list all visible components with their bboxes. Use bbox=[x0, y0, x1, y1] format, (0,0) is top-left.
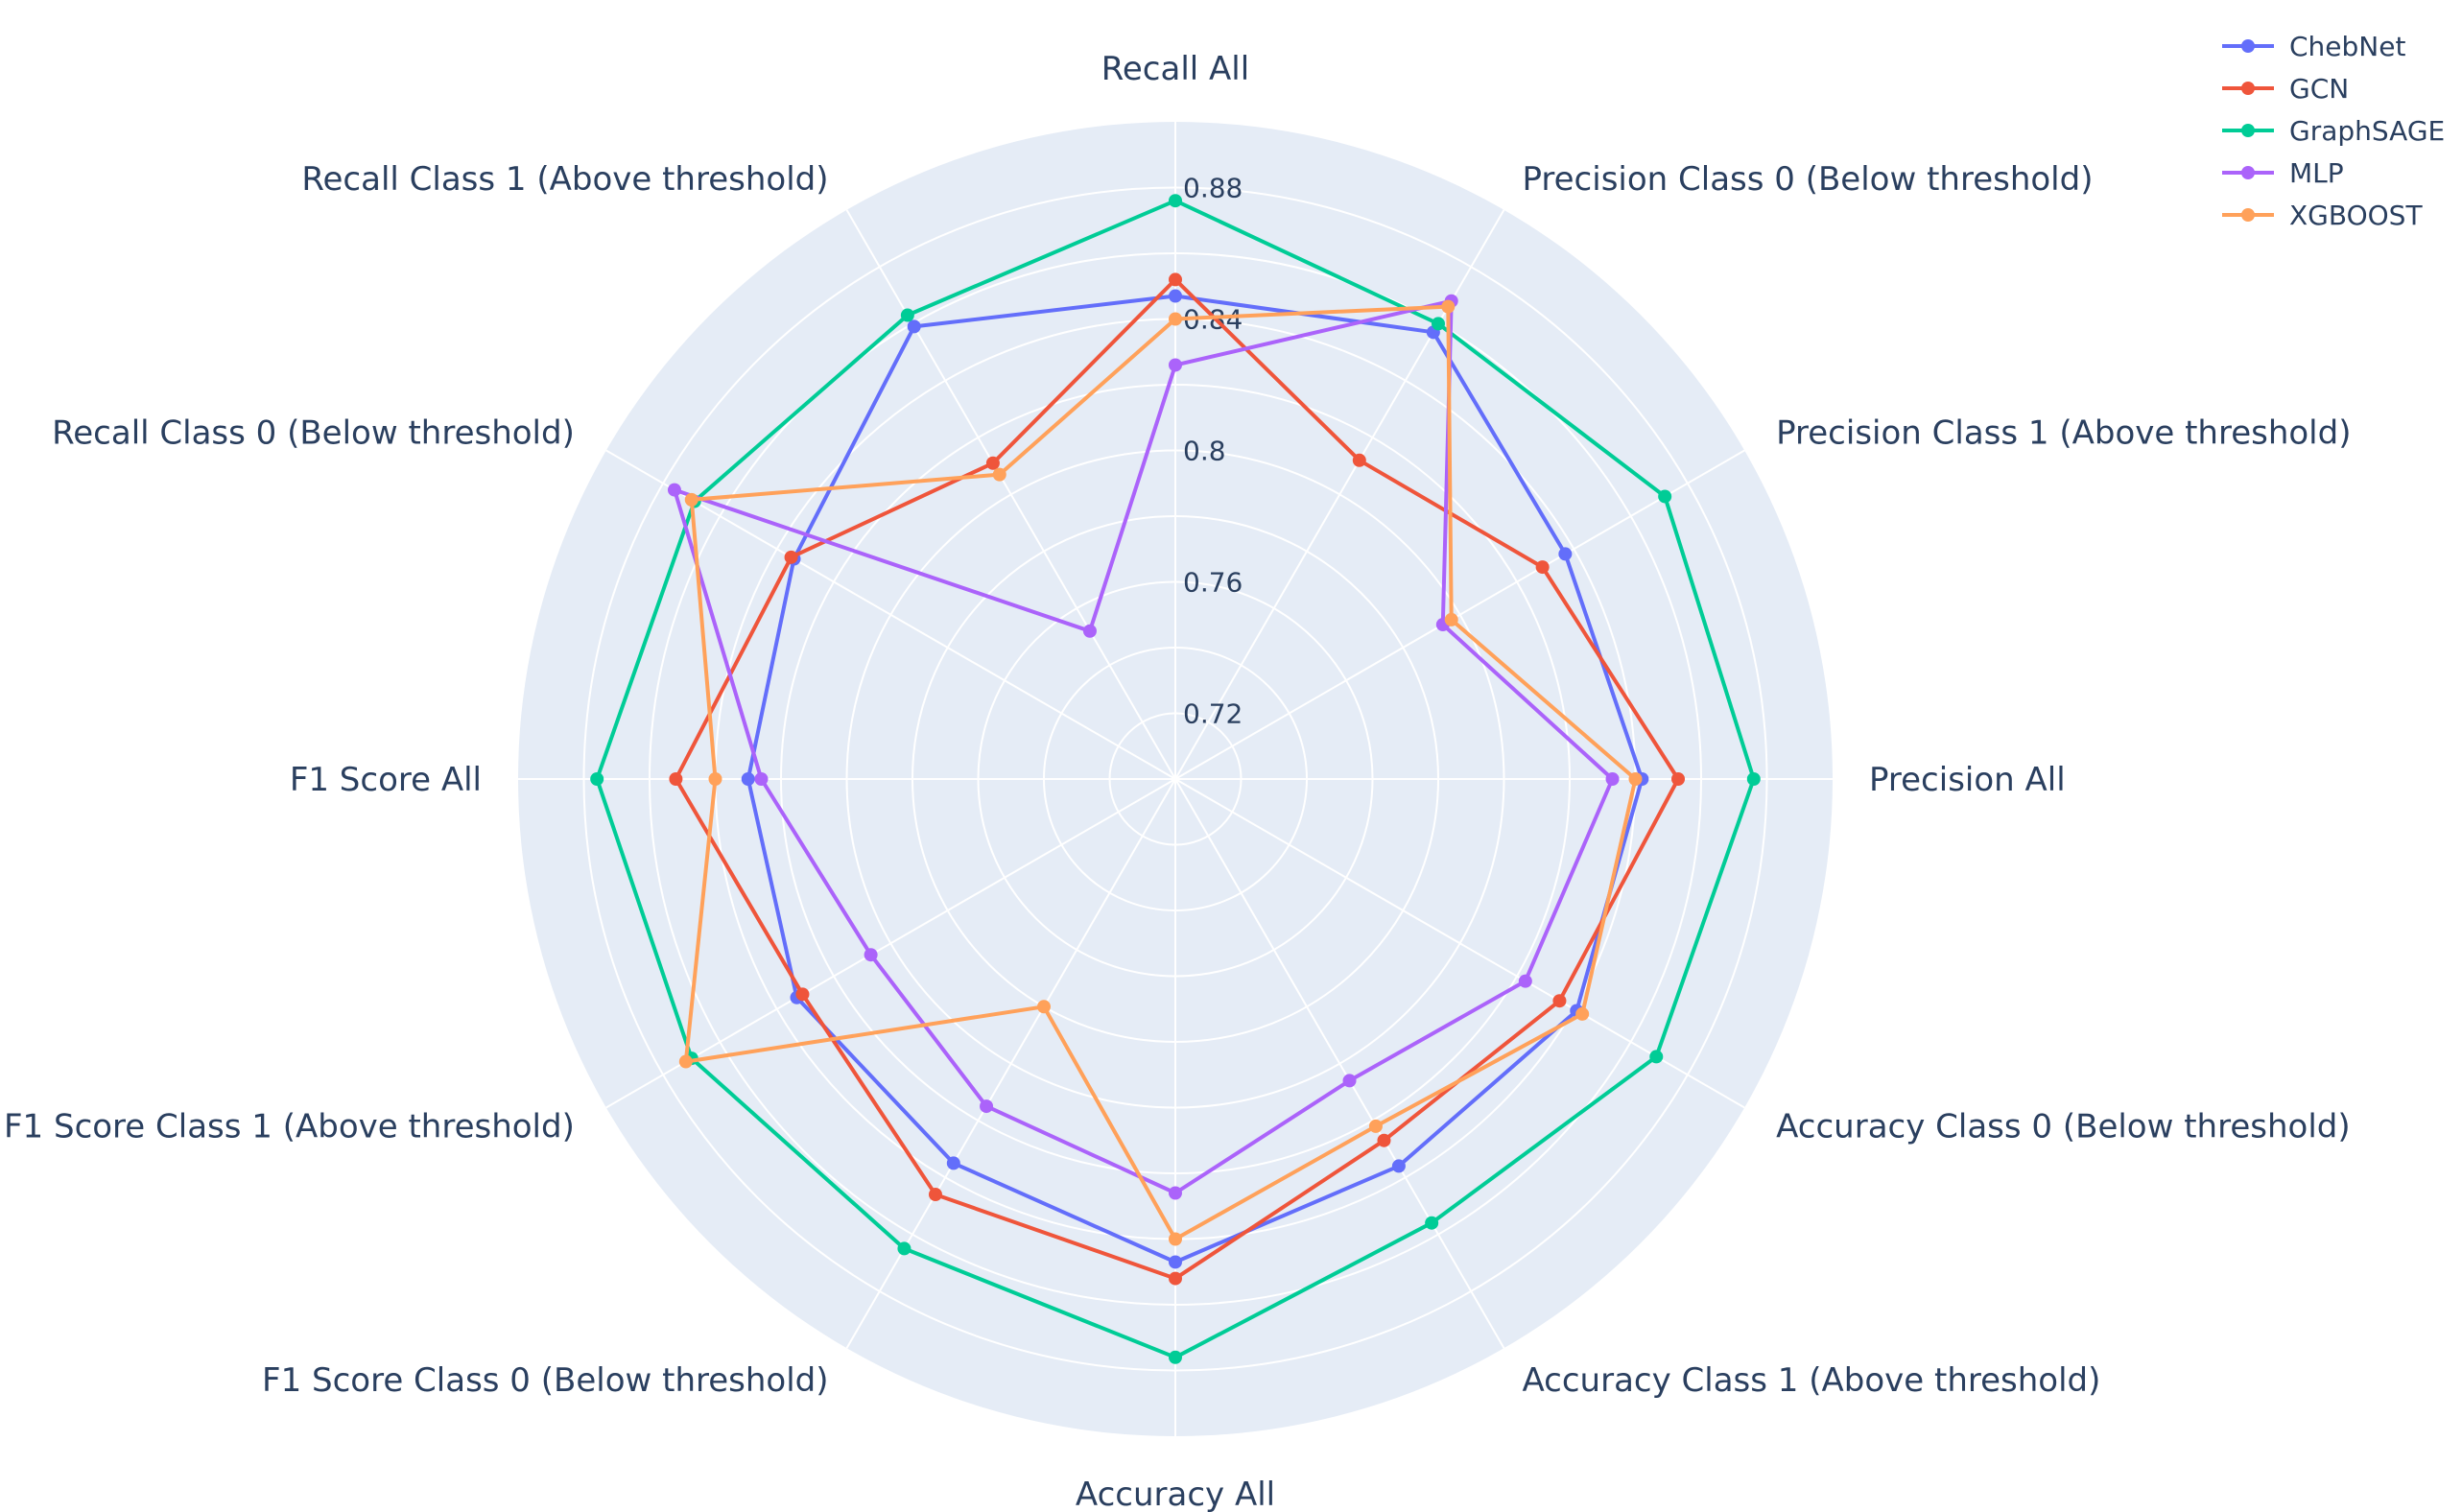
data-point-chebnet-f1-score-all[interactable] bbox=[741, 772, 755, 786]
data-point-gcn-precision-class-0-below-threshold[interactable] bbox=[1352, 453, 1366, 467]
data-point-xgboost-recall-class-0-below-threshold[interactable] bbox=[684, 492, 698, 507]
legend[interactable]: ChebNet GCN GraphSAGE MLP XGBOOST bbox=[2222, 31, 2445, 231]
data-point-mlp-recall-class-1-above-threshold[interactable] bbox=[1082, 624, 1097, 638]
legend-item-mlp[interactable]: MLP bbox=[2222, 157, 2344, 189]
data-point-mlp-f1-score-class-0-below-threshold[interactable] bbox=[980, 1099, 994, 1114]
axis-label-f1-score-all: F1 Score All bbox=[290, 761, 482, 799]
legend-label: XGBOOST bbox=[2289, 200, 2423, 231]
legend-item-graphsage[interactable]: GraphSAGE bbox=[2222, 115, 2445, 147]
axis-label-precision-class-1-above-threshold: Precision Class 1 (Above threshold) bbox=[1776, 414, 2351, 453]
data-point-gcn-accuracy-all[interactable] bbox=[1169, 1271, 1182, 1286]
radial-tick-label: 0.8 bbox=[1183, 436, 1226, 467]
data-point-xgboost-recall-class-1-above-threshold[interactable] bbox=[992, 467, 1006, 482]
data-point-xgboost-f1-score-class-0-below-threshold[interactable] bbox=[1037, 1000, 1051, 1014]
series-traces bbox=[590, 194, 1761, 1364]
spoke-accuracy-class-1-above-threshold bbox=[1174, 778, 1505, 1349]
data-point-gcn-recall-all[interactable] bbox=[1169, 272, 1182, 287]
data-point-mlp-recall-class-0-below-threshold[interactable] bbox=[667, 483, 681, 497]
legend-label: GCN bbox=[2289, 73, 2349, 105]
axis-label-accuracy-class-0-below-threshold: Accuracy Class 0 (Below threshold) bbox=[1776, 1108, 2350, 1146]
data-point-graphsage-accuracy-all[interactable] bbox=[1169, 1350, 1182, 1364]
data-point-mlp-recall-all[interactable] bbox=[1169, 358, 1182, 372]
series-xgboost bbox=[678, 299, 1643, 1246]
legend-item-xgboost[interactable]: XGBOOST bbox=[2222, 200, 2423, 231]
data-point-graphsage-recall-all[interactable] bbox=[1169, 194, 1182, 208]
data-point-xgboost-recall-all[interactable] bbox=[1169, 312, 1182, 326]
data-point-gcn-precision-class-1-above-threshold[interactable] bbox=[1535, 560, 1550, 575]
data-point-chebnet-recall-all[interactable] bbox=[1169, 289, 1182, 303]
data-point-chebnet-accuracy-class-1-above-threshold[interactable] bbox=[1391, 1159, 1406, 1173]
data-point-gcn-recall-class-1-above-threshold[interactable] bbox=[985, 456, 1000, 470]
data-point-xgboost-accuracy-class-0-below-threshold[interactable] bbox=[1575, 1006, 1590, 1021]
data-point-graphsage-accuracy-class-0-below-threshold[interactable] bbox=[1649, 1050, 1664, 1064]
legend-item-gcn[interactable]: GCN bbox=[2222, 73, 2349, 105]
legend-swatch-marker bbox=[2241, 166, 2255, 179]
spoke-precision-class-1-above-threshold bbox=[1174, 449, 1745, 780]
data-point-graphsage-accuracy-class-1-above-threshold[interactable] bbox=[1425, 1216, 1439, 1230]
legend-swatch-marker bbox=[2241, 124, 2255, 137]
data-point-graphsage-precision-class-0-below-threshold[interactable] bbox=[1432, 317, 1445, 331]
axis-label-accuracy-all: Accuracy All bbox=[1076, 1476, 1275, 1512]
spoke-recall-class-1-above-threshold bbox=[845, 209, 1176, 780]
data-point-graphsage-precision-all[interactable] bbox=[1746, 772, 1761, 786]
data-point-gcn-recall-class-0-below-threshold[interactable] bbox=[784, 550, 798, 564]
spoke-recall-class-0-below-threshold bbox=[605, 449, 1176, 780]
data-point-gcn-accuracy-class-1-above-threshold[interactable] bbox=[1377, 1133, 1391, 1147]
data-point-xgboost-f1-score-all[interactable] bbox=[708, 772, 722, 786]
legend-item-chebnet[interactable]: ChebNet bbox=[2222, 31, 2405, 62]
data-point-gcn-f1-score-all[interactable] bbox=[669, 772, 683, 786]
data-point-chebnet-precision-class-1-above-threshold[interactable] bbox=[1558, 547, 1573, 561]
axis-label-recall-all: Recall All bbox=[1101, 50, 1249, 88]
data-point-graphsage-f1-score-all[interactable] bbox=[590, 772, 604, 786]
spoke-accuracy-class-0-below-threshold bbox=[1174, 778, 1745, 1109]
legend-swatch-marker bbox=[2241, 82, 2255, 95]
data-point-mlp-accuracy-all[interactable] bbox=[1169, 1186, 1182, 1200]
data-point-gcn-f1-score-class-0-below-threshold[interactable] bbox=[928, 1188, 942, 1202]
radial-tick-label: 0.72 bbox=[1183, 698, 1243, 730]
data-point-xgboost-f1-score-class-1-above-threshold[interactable] bbox=[678, 1054, 693, 1069]
data-point-mlp-accuracy-class-1-above-threshold[interactable] bbox=[1342, 1074, 1357, 1088]
data-point-xgboost-accuracy-all[interactable] bbox=[1169, 1232, 1182, 1246]
data-point-mlp-f1-score-all[interactable] bbox=[754, 772, 769, 786]
angular-axis-labels: Recall All Precision Class 0 (Below thres… bbox=[4, 50, 2352, 1512]
axis-label-precision-class-0-below-threshold: Precision Class 0 (Below threshold) bbox=[1523, 160, 2094, 199]
legend-swatch-marker bbox=[2241, 39, 2255, 53]
data-point-mlp-f1-score-class-1-above-threshold[interactable] bbox=[864, 948, 878, 962]
axis-label-accuracy-class-1-above-threshold: Accuracy Class 1 (Above threshold) bbox=[1523, 1361, 2101, 1400]
data-point-xgboost-accuracy-class-1-above-threshold[interactable] bbox=[1368, 1119, 1383, 1133]
axis-label-recall-class-1-above-threshold: Recall Class 1 (Above threshold) bbox=[301, 160, 828, 199]
data-point-graphsage-f1-score-class-0-below-threshold[interactable] bbox=[897, 1241, 911, 1256]
axis-label-precision-all: Precision All bbox=[1869, 761, 2066, 799]
data-point-chebnet-accuracy-all[interactable] bbox=[1169, 1255, 1182, 1269]
radial-tick-label: 0.88 bbox=[1183, 173, 1243, 204]
data-point-graphsage-precision-class-1-above-threshold[interactable] bbox=[1658, 489, 1672, 504]
spoke-f1-score-class-1-above-threshold bbox=[605, 778, 1176, 1109]
axis-label-f1-score-class-1-above-threshold: F1 Score Class 1 (Above threshold) bbox=[4, 1108, 575, 1146]
data-point-mlp-accuracy-class-0-below-threshold[interactable] bbox=[1518, 974, 1532, 988]
data-point-gcn-precision-all[interactable] bbox=[1671, 772, 1686, 786]
data-point-xgboost-precision-class-0-below-threshold[interactable] bbox=[1441, 299, 1456, 314]
axis-label-recall-class-0-below-threshold: Recall Class 0 (Below threshold) bbox=[52, 414, 575, 453]
legend-swatch-marker bbox=[2241, 208, 2255, 222]
data-point-chebnet-f1-score-class-0-below-threshold[interactable] bbox=[946, 1156, 960, 1170]
legend-label: GraphSAGE bbox=[2289, 115, 2445, 147]
data-point-gcn-accuracy-class-0-below-threshold[interactable] bbox=[1552, 994, 1567, 1008]
data-point-xgboost-precision-class-1-above-threshold[interactable] bbox=[1444, 612, 1458, 626]
data-point-chebnet-recall-class-1-above-threshold[interactable] bbox=[907, 319, 921, 334]
legend-label: ChebNet bbox=[2289, 31, 2405, 62]
data-point-graphsage-recall-class-1-above-threshold[interactable] bbox=[900, 308, 914, 322]
legend-label: MLP bbox=[2289, 157, 2344, 189]
axis-label-f1-score-class-0-below-threshold: F1 Score Class 0 (Below threshold) bbox=[262, 1361, 828, 1400]
radial-tick-label: 0.76 bbox=[1183, 567, 1243, 599]
data-point-mlp-precision-all[interactable] bbox=[1605, 772, 1620, 786]
series-gcn bbox=[669, 272, 1686, 1286]
data-point-gcn-f1-score-class-1-above-threshold[interactable] bbox=[795, 987, 810, 1002]
data-point-xgboost-precision-all[interactable] bbox=[1628, 772, 1643, 786]
